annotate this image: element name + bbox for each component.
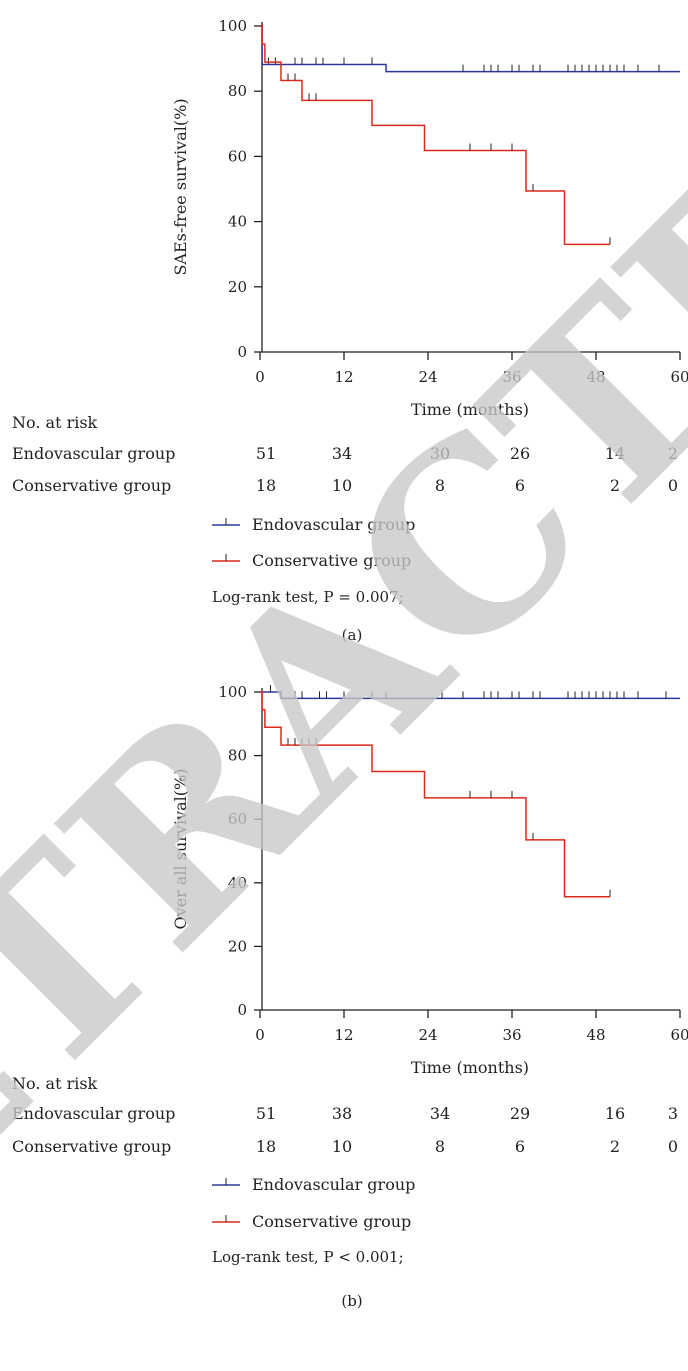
- x-tick-label: 0: [255, 368, 265, 386]
- risk-count: 30: [430, 444, 450, 463]
- risk-count: 2: [610, 1137, 620, 1156]
- y-tick-label: 40: [228, 874, 247, 892]
- risk-count: 2: [668, 444, 678, 463]
- x-tick-label: 24: [418, 368, 437, 386]
- x-tick-label: 48: [586, 1026, 605, 1044]
- risk-count: 34: [332, 444, 352, 463]
- risk-count: 29: [510, 1104, 530, 1123]
- y-tick-label: 100: [218, 17, 247, 35]
- y-tick-label: 80: [228, 747, 247, 765]
- risk-count: 0: [668, 1137, 678, 1156]
- logrank-stat: Log-rank test, P = 0.007;: [212, 588, 404, 606]
- x-tick-label: 0: [255, 1026, 265, 1044]
- risk-count: 10: [332, 1137, 352, 1156]
- x-tick-label: 60: [670, 1026, 688, 1044]
- risk-count: 18: [256, 1137, 276, 1156]
- x-tick-label: 60: [670, 368, 688, 386]
- legend-entry: Conservative group: [252, 1212, 411, 1231]
- risk-count: 8: [435, 476, 445, 495]
- y-tick-label: 80: [228, 82, 247, 100]
- series-endovascular: [260, 25, 680, 73]
- legend-entry: Endovascular group: [252, 515, 415, 534]
- risk-count: 51: [256, 1104, 276, 1123]
- risk-row-label: Endovascular group: [12, 444, 175, 463]
- y-tick-label: 100: [218, 683, 247, 701]
- x-tick-label: 36: [502, 1026, 521, 1044]
- risk-count: 6: [515, 1137, 525, 1156]
- x-axis-title: Time (months): [411, 400, 529, 419]
- y-tick-label: 20: [228, 937, 247, 955]
- y-tick-label: 40: [228, 213, 247, 231]
- risk-count: 18: [256, 476, 276, 495]
- series-conservative: [260, 25, 611, 246]
- risk-row-label: Endovascular group: [12, 1104, 175, 1123]
- y-axis-title: SAEs-free survival(%): [171, 98, 190, 275]
- y-tick-label: 0: [237, 1001, 247, 1019]
- risk-count: 3: [668, 1104, 678, 1123]
- risk-row-label: Conservative group: [12, 476, 171, 495]
- survival-curve-line: [260, 25, 610, 246]
- x-tick-label: 12: [334, 1026, 353, 1044]
- panel-label: (b): [341, 1292, 362, 1310]
- risk-table-header: No. at risk: [12, 413, 98, 432]
- risk-count: 38: [332, 1104, 352, 1123]
- risk-count: 10: [332, 476, 352, 495]
- x-tick-label: 24: [418, 1026, 437, 1044]
- y-tick-label: 0: [237, 343, 247, 361]
- x-tick-label: 36: [502, 368, 521, 386]
- series-endovascular: [260, 685, 680, 700]
- x-tick-label: 48: [586, 368, 605, 386]
- panel-label: (a): [342, 626, 363, 644]
- risk-row-label: Conservative group: [12, 1137, 171, 1156]
- risk-count: 6: [515, 476, 525, 495]
- logrank-stat: Log-rank test, P < 0.001;: [212, 1248, 404, 1266]
- risk-count: 34: [430, 1104, 450, 1123]
- y-tick-label: 60: [228, 810, 247, 828]
- y-axis-title: Over all survival(%): [171, 769, 190, 930]
- risk-count: 16: [605, 1104, 625, 1123]
- risk-count: 8: [435, 1137, 445, 1156]
- risk-count: 2: [610, 476, 620, 495]
- risk-count: 0: [668, 476, 678, 495]
- y-tick-label: 20: [228, 278, 247, 296]
- legend-entry: Endovascular group: [252, 1175, 415, 1194]
- survival-curve-line: [260, 691, 610, 898]
- x-tick-label: 12: [334, 368, 353, 386]
- risk-count: 26: [510, 444, 530, 463]
- y-tick-label: 60: [228, 147, 247, 165]
- series-conservative: [260, 691, 611, 898]
- legend-entry: Conservative group: [252, 551, 411, 570]
- risk-count: 51: [256, 444, 276, 463]
- risk-count: 14: [605, 444, 625, 463]
- x-axis-title: Time (months): [411, 1058, 529, 1077]
- risk-table-header: No. at risk: [12, 1074, 98, 1093]
